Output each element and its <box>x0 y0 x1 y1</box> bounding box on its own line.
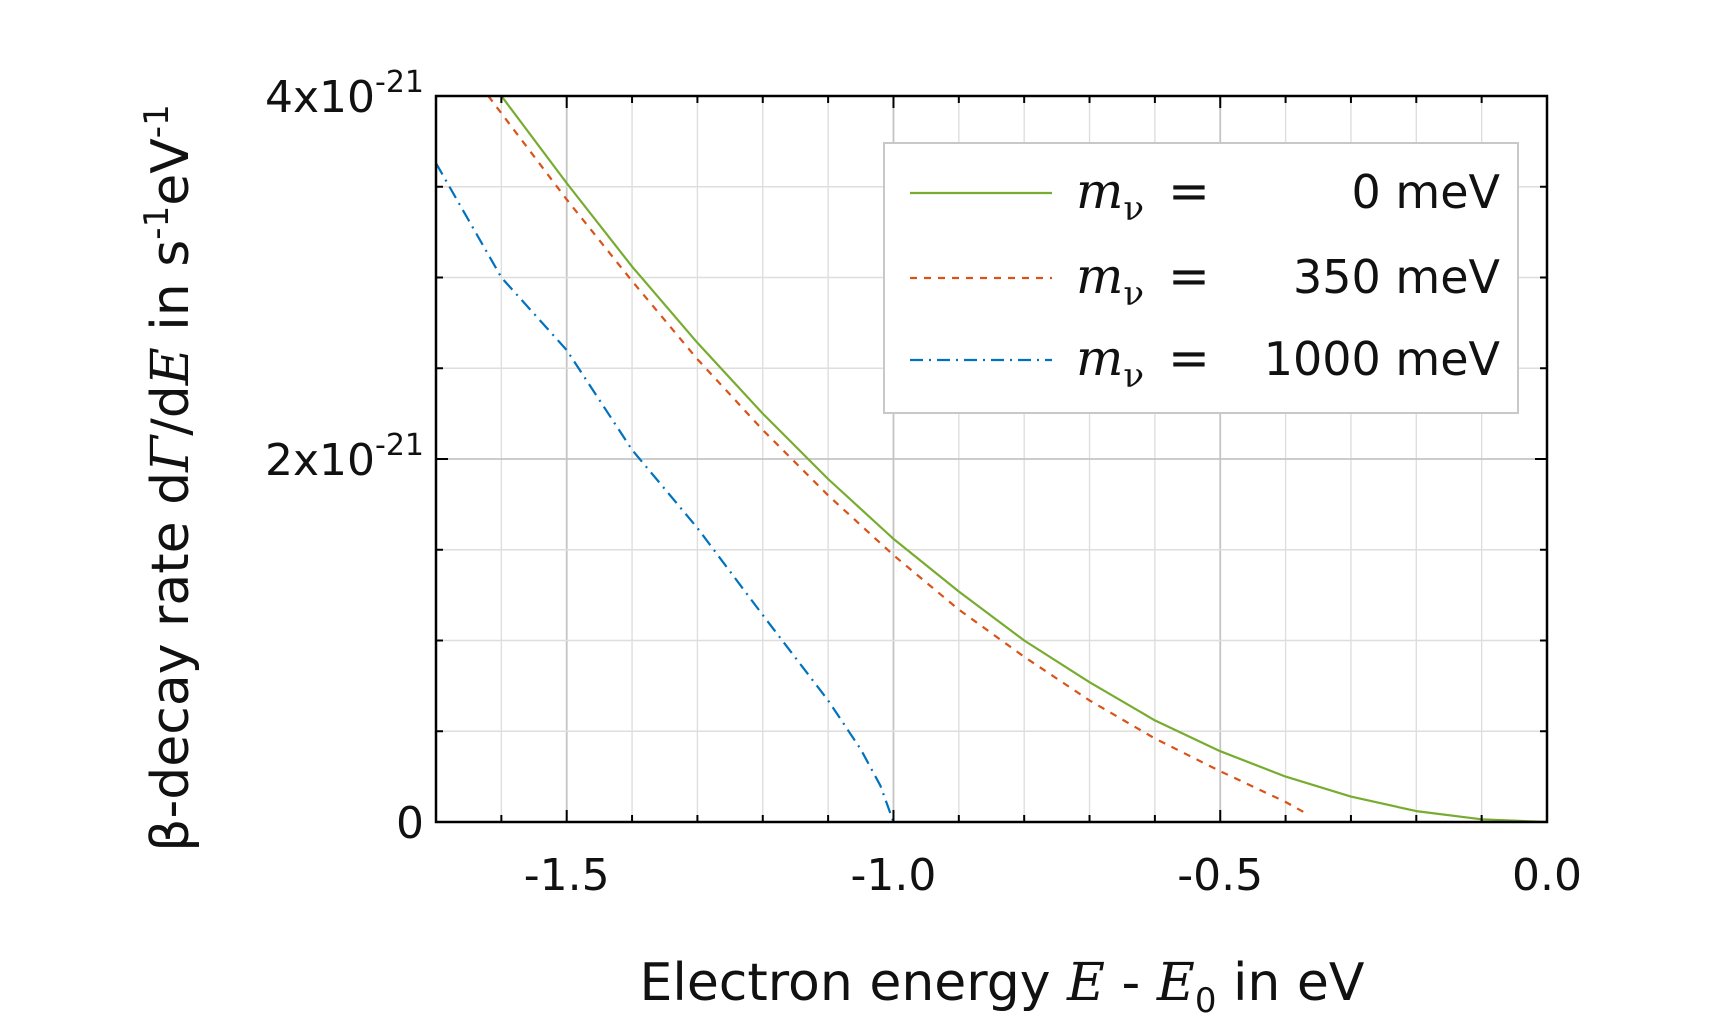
legend-box <box>883 142 1519 414</box>
x-tick-label: -1.0 <box>851 850 937 901</box>
legend-label-2: mν = <box>1076 329 1210 396</box>
x-tick-label: -1.5 <box>524 850 610 901</box>
y-tick-label: 4x10-21 <box>265 65 424 123</box>
series-line-1 <box>487 95 1306 814</box>
series-line-0 <box>500 95 1548 824</box>
tick-labels: -1.5 -1.0 -0.5 0.0 0 2x10-21 4x10-21 <box>265 65 1582 901</box>
x-tick-label: -0.5 <box>1177 850 1263 901</box>
legend-entry-2: mν = 1000 meV <box>910 329 1501 396</box>
axis-ticks <box>435 95 1548 823</box>
legend: mν = 0 meV mν = 350 meV mν = 1000 meV <box>883 142 1519 414</box>
legend-value-0: 0 meV <box>1352 165 1501 219</box>
series-lines <box>435 95 1548 824</box>
y-tick-label: 2x10-21 <box>265 428 424 486</box>
legend-entry-0: mν = 0 meV <box>910 162 1501 229</box>
y-axis-label: β-decay rate dΓ/dE in s-1eV-1 <box>137 104 201 851</box>
y-tick-label: 0 <box>396 798 424 849</box>
x-tick-label: 0.0 <box>1512 850 1582 901</box>
legend-label-1: mν = <box>1076 247 1210 314</box>
legend-value-1: 350 meV <box>1293 250 1501 304</box>
x-axis-label: Electron energy E - E0 in eV <box>640 953 1365 1021</box>
legend-label-0: mν = <box>1076 162 1210 229</box>
legend-value-2: 1000 meV <box>1264 332 1501 386</box>
legend-entry-1: mν = 350 meV <box>910 247 1501 314</box>
